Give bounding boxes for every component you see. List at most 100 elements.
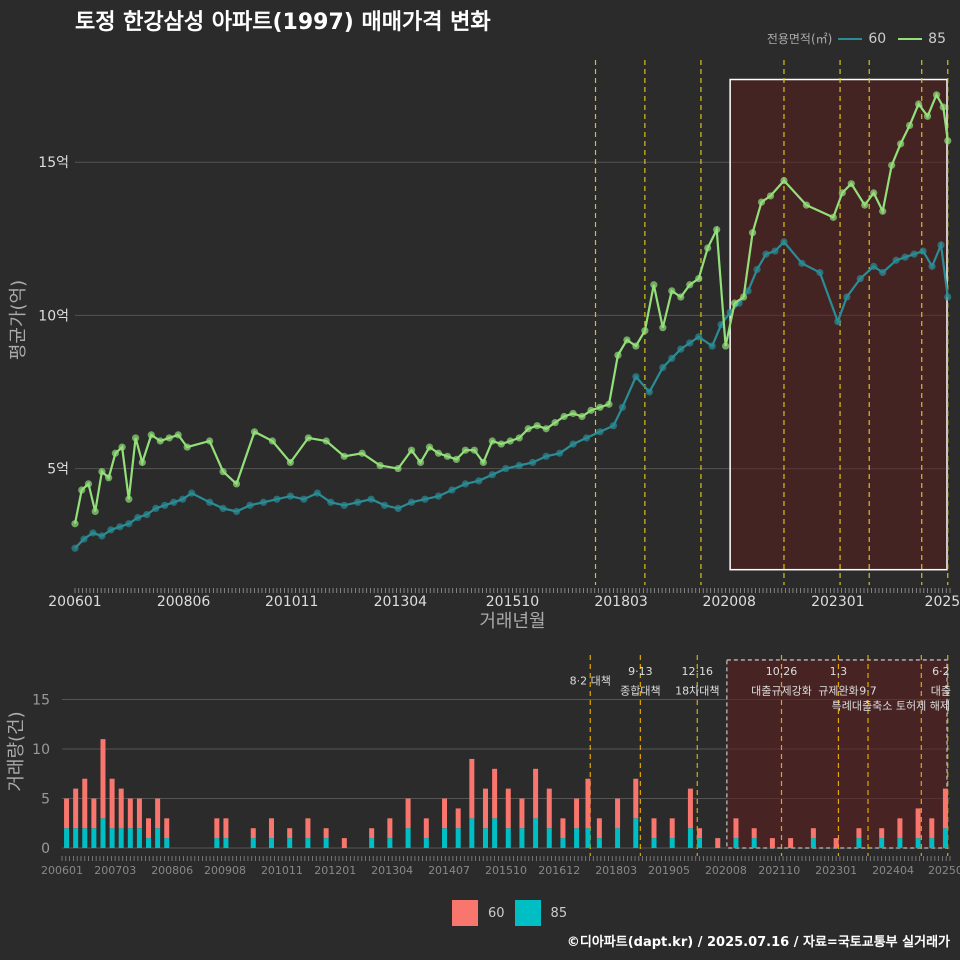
point-85 (847, 180, 855, 188)
bar-85 (369, 838, 375, 848)
bar-60 (505, 788, 511, 829)
point-85 (358, 449, 366, 457)
point-85 (443, 452, 452, 460)
bar-60 (879, 828, 885, 839)
point-85 (829, 213, 837, 221)
point-60 (596, 428, 604, 436)
point-85 (704, 244, 712, 252)
bar-x-tick-label: 200601 (41, 864, 83, 877)
point-85 (250, 428, 259, 436)
bar-60 (687, 788, 693, 829)
point-85 (394, 464, 402, 473)
point-85 (452, 455, 461, 463)
bar-60 (136, 798, 142, 829)
bar-legend-swatch-60 (452, 900, 478, 926)
point-60 (259, 498, 268, 506)
bar-60 (155, 798, 161, 829)
point-60 (677, 345, 685, 353)
point-60 (686, 339, 694, 347)
bar-85 (82, 828, 88, 848)
point-60 (944, 293, 952, 301)
point-60 (89, 529, 97, 537)
bar-x-tick-label: 201803 (595, 864, 637, 877)
bar-60 (585, 778, 591, 829)
bar-60 (223, 818, 229, 839)
bar-60 (268, 818, 274, 839)
bar-x-tick-label: 201304 (371, 864, 413, 877)
x-tick-label: 201803 (594, 594, 647, 610)
point-85 (914, 100, 923, 108)
policy-annotation: 1.3 (830, 665, 848, 678)
bar-60 (856, 828, 862, 839)
bar-60 (323, 828, 329, 839)
point-60 (816, 268, 824, 277)
point-60 (556, 449, 564, 457)
bar-60 (942, 788, 948, 829)
point-85 (923, 112, 932, 120)
point-85 (596, 403, 604, 411)
point-85 (78, 486, 86, 494)
bar-60 (64, 798, 70, 829)
bar-85 (91, 828, 97, 848)
point-60 (582, 434, 591, 442)
point-60 (919, 247, 927, 255)
point-85 (650, 281, 658, 289)
point-60 (475, 477, 483, 485)
point-60 (170, 498, 178, 506)
legend-title: 전용면적(㎡) (766, 32, 833, 46)
policy-annotation: 18차대책 (675, 685, 719, 698)
x-tick-label: 201011 (265, 594, 318, 610)
point-60 (219, 504, 227, 513)
point-85 (944, 137, 952, 145)
point-85 (677, 293, 685, 301)
bar-60 (341, 838, 347, 848)
bar-x-tick-label: 20250 (928, 864, 960, 877)
bar-60 (287, 828, 293, 839)
bar-60 (929, 818, 935, 839)
point-85 (722, 342, 730, 350)
point-85 (183, 443, 191, 451)
bar-60 (73, 788, 79, 829)
point-85 (906, 121, 914, 130)
point-85 (91, 507, 99, 516)
x-tick-label: 201510 (486, 594, 539, 610)
volume-legend: 60 85 (452, 900, 567, 926)
bar-x-tick-label: 202110 (758, 864, 800, 877)
point-85 (605, 400, 613, 408)
point-60 (798, 259, 806, 267)
bar-85 (585, 828, 591, 848)
point-60 (753, 265, 761, 274)
bar-60 (810, 828, 816, 839)
policy-annotation: 9·13 (628, 665, 653, 678)
point-60 (928, 262, 936, 270)
point-85 (461, 446, 469, 454)
bar-85 (387, 838, 393, 848)
bar-85 (146, 838, 152, 848)
bar-60 (546, 788, 552, 829)
point-85 (659, 324, 667, 332)
point-60 (273, 495, 281, 503)
bar-60 (164, 818, 170, 839)
point-60 (286, 492, 294, 500)
point-60 (488, 471, 496, 479)
policy-annotation: 12·16 (682, 665, 714, 678)
point-85 (232, 480, 241, 488)
point-85 (551, 419, 559, 427)
bar-85 (751, 838, 757, 848)
bar-85 (455, 828, 461, 848)
point-85 (668, 287, 676, 295)
bar-60 (387, 818, 393, 839)
point-85 (156, 437, 164, 445)
bar-x-tick-label: 202008 (705, 864, 747, 877)
point-60 (708, 342, 716, 350)
point-85 (632, 342, 640, 350)
bar-85 (505, 828, 511, 848)
bar-85 (897, 838, 903, 848)
x-tick-label: 201304 (374, 594, 428, 610)
bar-60 (82, 778, 88, 829)
bar-60 (715, 838, 721, 848)
point-60 (609, 422, 618, 430)
point-85 (780, 177, 788, 185)
bar-60 (915, 808, 921, 839)
point-85 (174, 431, 182, 439)
